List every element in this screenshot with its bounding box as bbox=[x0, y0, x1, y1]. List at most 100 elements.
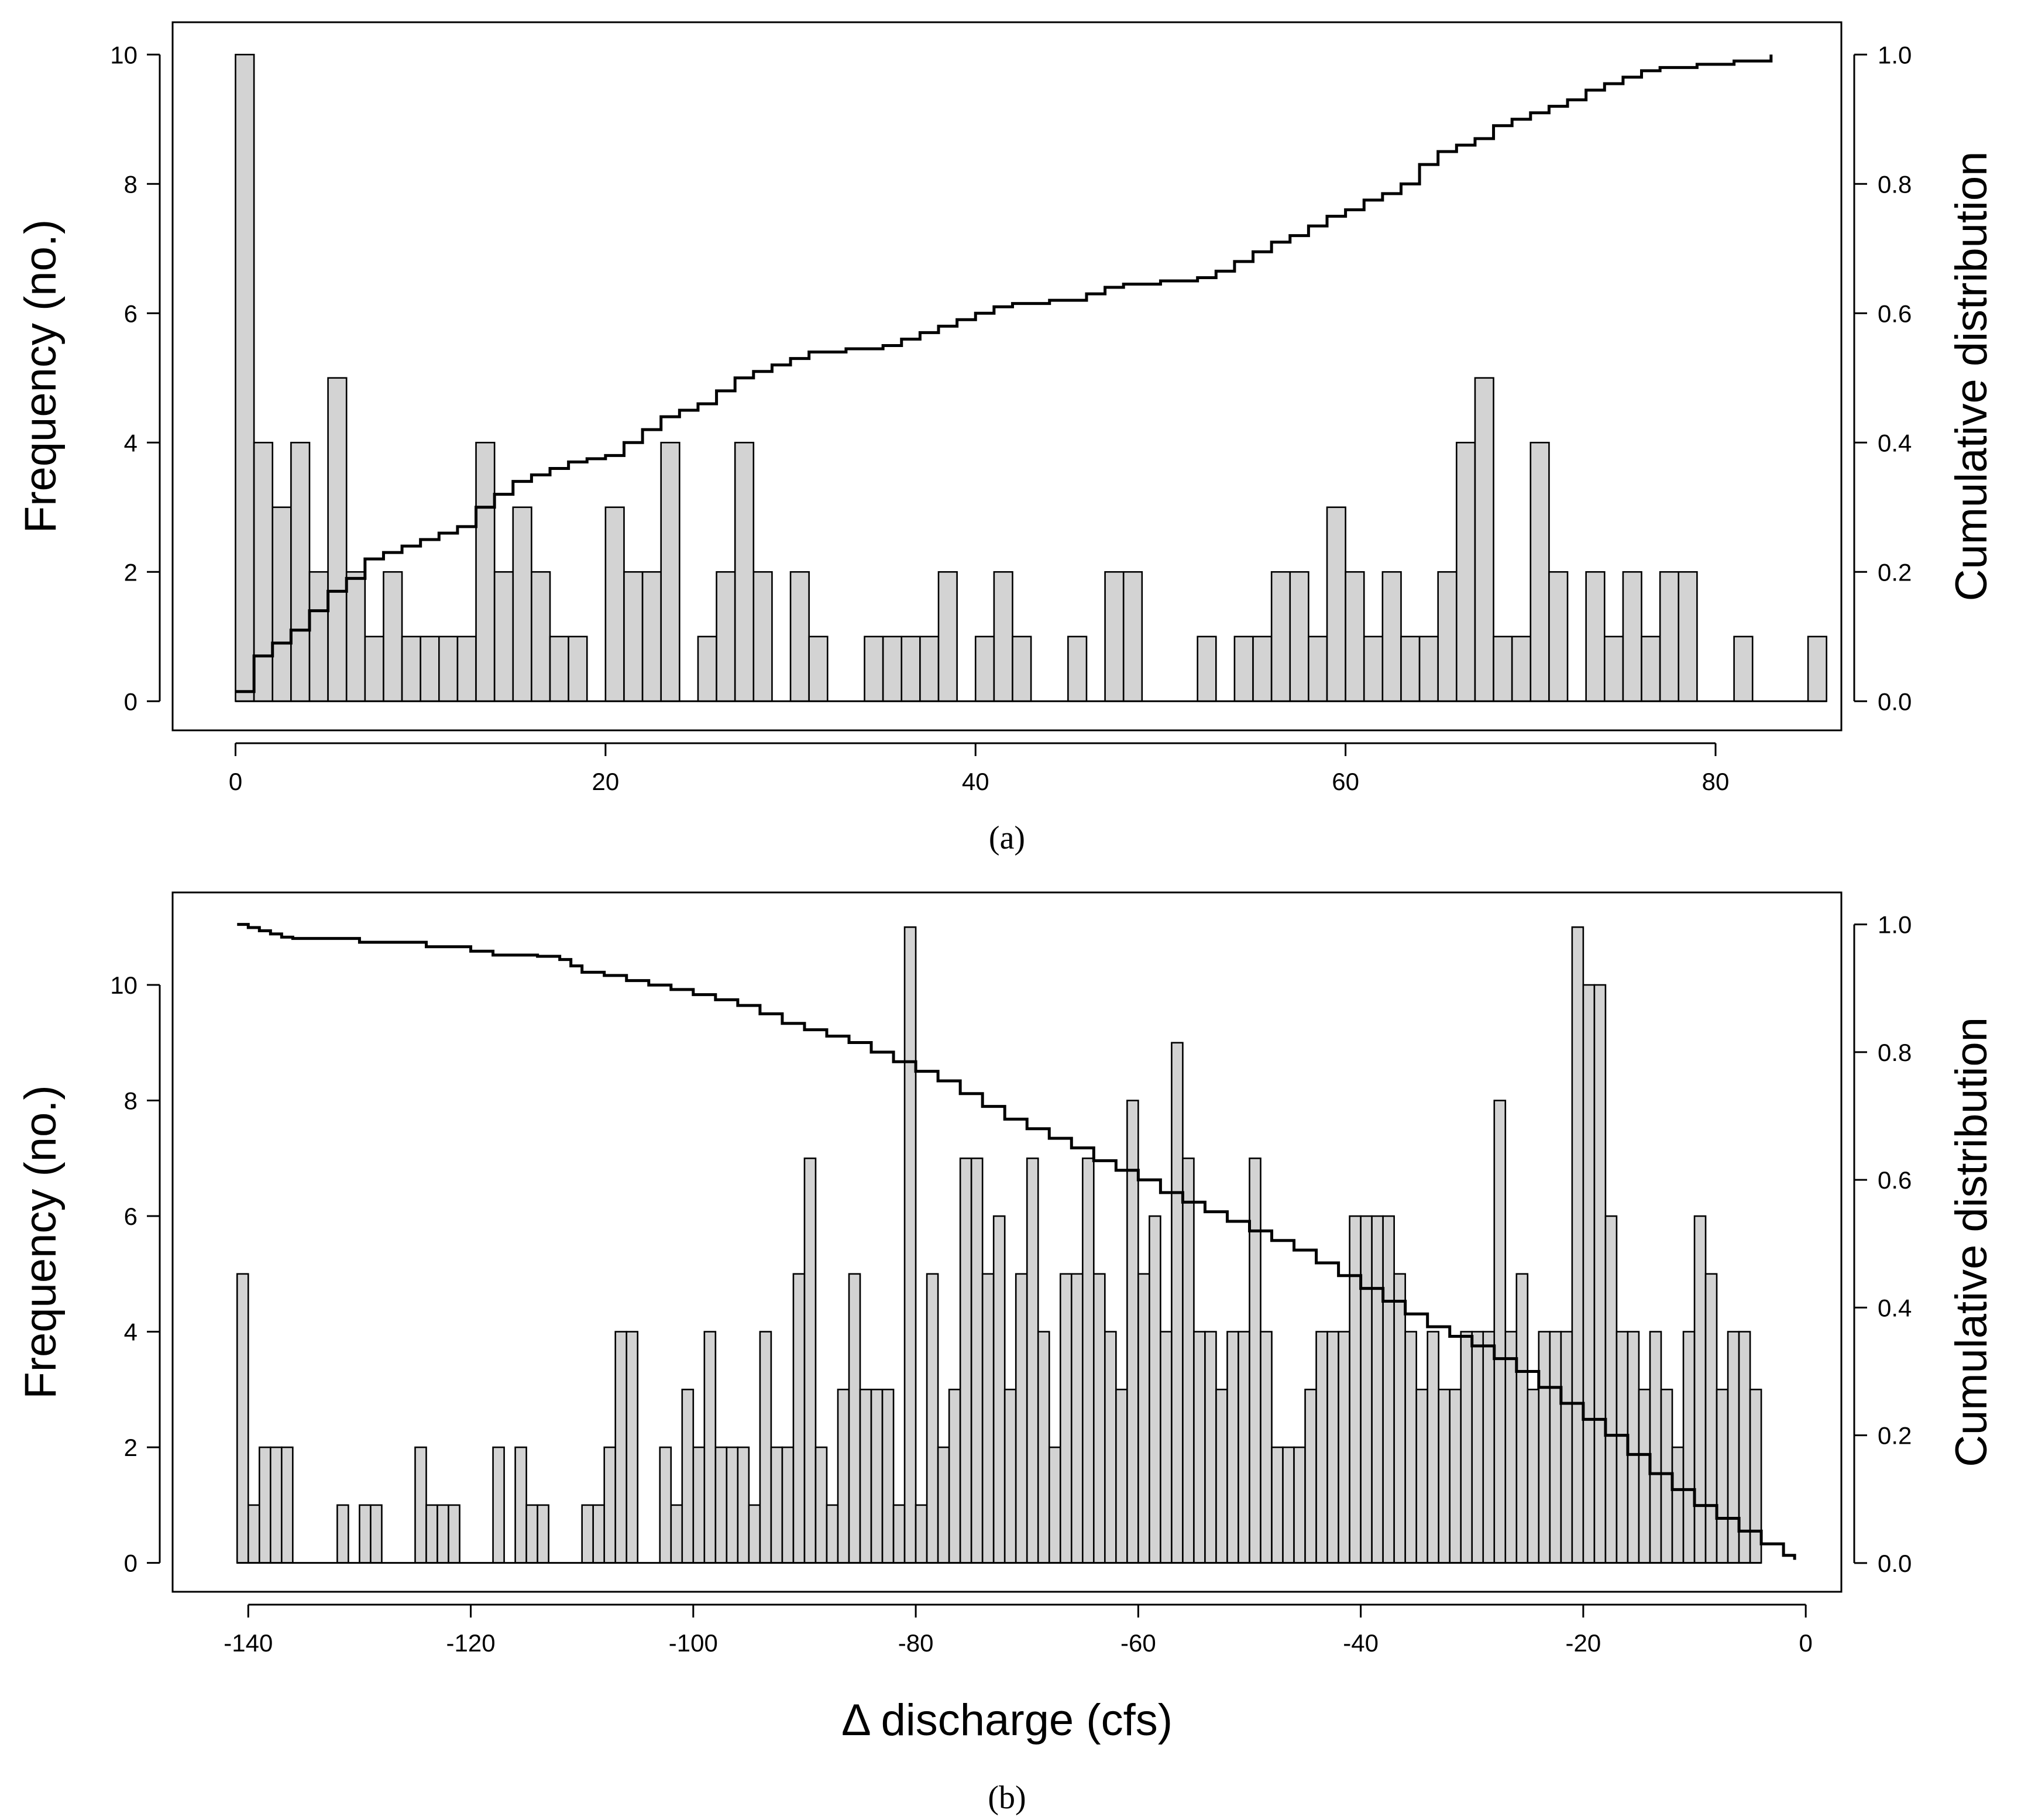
panel-b: -140 -120 -100 -80 -60 -40 -20 0 0 2 4 6 8 10 0.0 0.2… bbox=[16, 891, 1996, 1816]
panel-a-bar bbox=[623, 571, 644, 702]
panel-b-bar bbox=[1193, 1331, 1206, 1564]
panel-a-bar bbox=[1197, 636, 1217, 702]
panel-a-x-tick-label: 80 bbox=[1702, 768, 1730, 795]
panel-b-bar bbox=[1048, 1446, 1061, 1564]
panel-b-bar bbox=[792, 1273, 806, 1564]
panel-b-bar bbox=[236, 1273, 249, 1564]
panel-a-bar bbox=[808, 636, 829, 702]
panel-a-bar bbox=[900, 636, 921, 702]
panel-a-y-tick-label: 8 bbox=[124, 170, 138, 198]
panel-a-bar bbox=[493, 571, 514, 702]
panel-b-bar bbox=[837, 1389, 850, 1564]
panel-b-bar bbox=[1738, 1331, 1751, 1564]
panel-b-y2-title: Cumulative distribution bbox=[1947, 1017, 1996, 1467]
panel-b-bar bbox=[1070, 1273, 1084, 1564]
panel-b-bar bbox=[1449, 1389, 1462, 1564]
panel-b-bar bbox=[1282, 1446, 1295, 1564]
panel-b-bar bbox=[1582, 984, 1596, 1564]
panel-a-bar bbox=[734, 441, 755, 702]
panel-a-bar bbox=[716, 571, 736, 702]
panel-b-bar bbox=[1671, 1446, 1685, 1564]
panel-a-bar bbox=[401, 636, 421, 702]
panel-a-bar bbox=[1012, 636, 1032, 702]
panel-b-bar bbox=[1638, 1389, 1651, 1564]
panel-b-bar bbox=[670, 1504, 683, 1564]
panel-a-bar bbox=[1400, 636, 1421, 702]
panel-b-bar bbox=[537, 1504, 549, 1564]
panel-b-bar bbox=[1660, 1389, 1673, 1564]
panel-b-bar bbox=[614, 1331, 628, 1564]
panel-a-bar bbox=[531, 571, 551, 702]
panel-b-bar bbox=[370, 1504, 383, 1564]
panel-a-bar bbox=[456, 636, 477, 702]
panel-b-bar bbox=[270, 1446, 283, 1564]
panel-b-bar bbox=[1515, 1273, 1529, 1564]
panel-b-bar bbox=[1115, 1389, 1128, 1564]
panel-a-x-tick-label: 20 bbox=[592, 768, 620, 795]
panel-a-bar bbox=[1511, 636, 1532, 702]
panel-b-bar bbox=[959, 1157, 972, 1564]
panel-b-bar bbox=[336, 1504, 349, 1564]
panel-b-y-tick-label: 0 bbox=[124, 1550, 138, 1577]
panel-b-y2-tick-label: 0.2 bbox=[1878, 1422, 1912, 1450]
panel-a-x-axis: 0 20 40 60 80 bbox=[229, 742, 1730, 795]
panel-b-y-axis: 0 2 4 6 8 10 bbox=[110, 971, 161, 1577]
panel-b-bar bbox=[1349, 1215, 1362, 1564]
panel-a-bar bbox=[993, 571, 1013, 702]
panel-a-bar bbox=[1252, 636, 1273, 702]
panel-b-x-tick-label: -100 bbox=[669, 1629, 718, 1657]
panel-a-y2-tick-label: 0.4 bbox=[1878, 429, 1912, 456]
panel-a-bar bbox=[789, 571, 810, 702]
panel-b-bar bbox=[259, 1446, 271, 1564]
panel-b-y2-tick-label: 1.0 bbox=[1878, 911, 1912, 939]
panel-a-y2-tick-label: 0.2 bbox=[1878, 558, 1912, 586]
panel-a-y-tick-label: 2 bbox=[124, 558, 138, 586]
panel-a-bar bbox=[327, 377, 348, 702]
panel-a-bar bbox=[235, 53, 255, 702]
panel-b-bar bbox=[737, 1446, 750, 1564]
panel-a-y2-title: Cumulative distribution bbox=[1947, 152, 1996, 602]
panel-b-bar bbox=[448, 1504, 460, 1564]
panel-b-bar bbox=[892, 1504, 906, 1564]
panel-a-bar bbox=[882, 636, 903, 702]
panel-a-bar bbox=[383, 571, 403, 702]
panel-b-bar bbox=[726, 1446, 739, 1564]
panel-b-bar bbox=[1493, 1100, 1507, 1564]
panel-b-bar bbox=[1682, 1331, 1696, 1564]
panel-a-x-tick-label: 60 bbox=[1332, 768, 1359, 795]
panel-b-bar bbox=[1059, 1273, 1073, 1564]
panel-b-bar bbox=[1003, 1389, 1017, 1564]
panel-b-bar bbox=[781, 1446, 795, 1564]
panel-b-bar bbox=[1215, 1389, 1228, 1564]
panel-b-bar bbox=[514, 1446, 527, 1564]
panel-b-bar bbox=[1393, 1273, 1406, 1564]
panel-a-bar bbox=[1437, 571, 1458, 702]
panel-b-bar bbox=[1704, 1273, 1718, 1564]
panel-a-y-title: Frequency (no.) bbox=[16, 219, 66, 533]
panel-a-y2-tick-label: 0.6 bbox=[1878, 300, 1912, 327]
panel-b-bar bbox=[1716, 1389, 1729, 1564]
panel-b-bar bbox=[359, 1504, 372, 1564]
panel-b-bar bbox=[1226, 1331, 1239, 1564]
panel-b-bar bbox=[1137, 1273, 1150, 1564]
panel-a-y2-axis: 0.0 0.2 0.4 0.6 0.8 1.0 bbox=[1853, 41, 1912, 715]
panel-b-bar bbox=[1404, 1331, 1417, 1564]
panel-b-bar bbox=[1081, 1157, 1095, 1564]
panel-b-bar bbox=[970, 1157, 984, 1564]
panel-b-bar bbox=[247, 1504, 260, 1564]
panel-b-bar bbox=[1160, 1331, 1173, 1564]
panel-a-y-tick-label: 0 bbox=[124, 688, 138, 715]
panel-a-bar bbox=[1104, 571, 1125, 702]
panel-a-bars bbox=[235, 53, 1828, 702]
panel-b-bar bbox=[414, 1446, 427, 1564]
panel-b-y2-axis: 0.0 0.2 0.4 0.6 0.8 1.0 bbox=[1853, 911, 1912, 1577]
panel-a-bar bbox=[1529, 441, 1550, 702]
panel-a-bar bbox=[1345, 571, 1365, 702]
panel-b-bar bbox=[826, 1504, 839, 1564]
panel-b-bar bbox=[814, 1446, 828, 1564]
panel-a-bar bbox=[1585, 571, 1606, 702]
panel-b-bar bbox=[1260, 1331, 1273, 1564]
panel-a-bar bbox=[1381, 571, 1402, 702]
panel-a-bar bbox=[568, 636, 588, 702]
